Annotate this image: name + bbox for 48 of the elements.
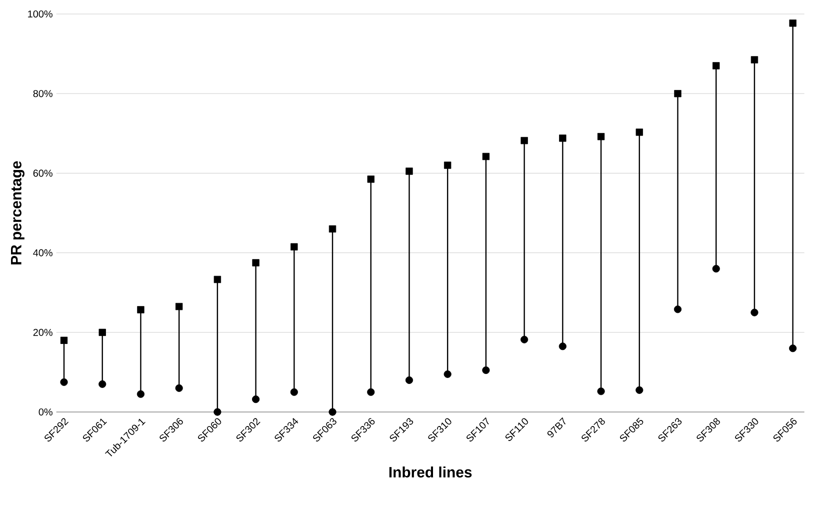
point	[405, 376, 414, 384]
point	[482, 152, 490, 160]
point	[60, 336, 68, 344]
point	[520, 336, 528, 344]
point	[520, 136, 528, 144]
point	[597, 388, 605, 396]
y-tick-label: 0%	[38, 408, 52, 416]
point	[367, 176, 374, 183]
point	[252, 259, 260, 266]
point	[98, 380, 106, 388]
point	[175, 302, 183, 310]
point	[674, 306, 682, 314]
point	[674, 90, 682, 98]
y-tick-label: 60%	[33, 170, 52, 177]
point	[750, 308, 758, 316]
point	[328, 408, 336, 416]
point	[636, 386, 644, 394]
y-tick-label: 40%	[33, 249, 52, 256]
point	[482, 366, 490, 374]
point	[290, 388, 298, 396]
y-tick-label: 20%	[33, 328, 52, 336]
point	[750, 56, 758, 64]
y-tick-label: 100%	[28, 10, 52, 18]
point	[328, 225, 336, 233]
point	[789, 344, 797, 352]
point	[136, 390, 145, 398]
point	[444, 162, 452, 169]
point	[444, 370, 452, 378]
point	[175, 384, 183, 392]
y-tick-label: 80%	[33, 90, 52, 98]
point	[636, 128, 643, 136]
point	[712, 264, 720, 273]
point	[406, 168, 413, 175]
x-axis-title: Inbred lines	[389, 466, 472, 478]
point	[559, 134, 566, 142]
y-axis-title: PR percentage	[11, 161, 24, 264]
point	[290, 243, 298, 250]
point	[712, 62, 720, 70]
point	[98, 328, 106, 336]
point	[558, 342, 566, 350]
point	[60, 378, 68, 386]
point	[252, 395, 260, 404]
point	[214, 408, 222, 416]
point	[597, 132, 605, 140]
point	[137, 306, 144, 314]
point	[789, 20, 796, 27]
point	[367, 388, 375, 396]
point	[214, 276, 222, 284]
